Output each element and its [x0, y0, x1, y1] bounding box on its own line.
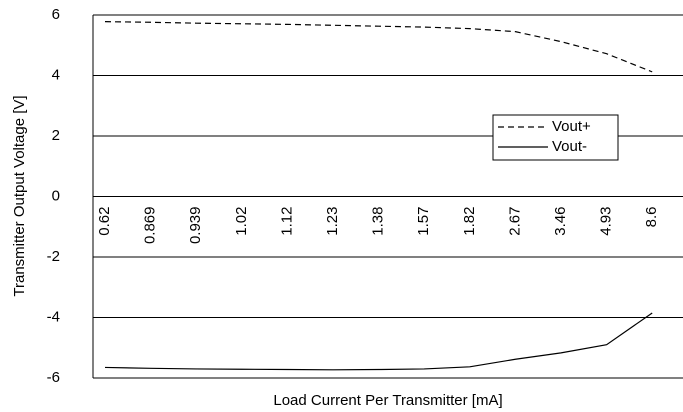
x-tick-label: 0.939 [187, 207, 204, 245]
x-tick-label: 1.38 [370, 207, 387, 236]
x-tick-label: 4.93 [598, 207, 615, 236]
x-axis-title: Load Current Per Transmitter [mA] [273, 392, 502, 409]
y-tick-label: 6 [52, 6, 60, 23]
x-tick-label: 1.02 [233, 206, 250, 235]
y-tick-label: 0 [52, 187, 60, 204]
x-tick-label: 0.62 [96, 207, 113, 236]
x-tick-label: 2.67 [506, 207, 523, 236]
y-tick-label: 4 [52, 66, 60, 83]
data-line [104, 21, 653, 73]
legend-box [492, 114, 619, 161]
x-tick-label: 8.6 [643, 207, 660, 228]
y-tick-label: -6 [47, 369, 60, 386]
legend-label: Vout- [552, 138, 587, 155]
data-line [104, 312, 653, 371]
y-tick-label: 2 [52, 127, 60, 144]
x-tick-label: 1.12 [278, 207, 295, 236]
y-tick-label: -4 [47, 308, 60, 325]
y-axis-title: Transmitter Output Voltage [V] [11, 95, 28, 296]
x-tick-label: 1.23 [324, 207, 341, 236]
x-tick-label: 1.82 [461, 207, 478, 236]
x-tick-label: 1.57 [415, 207, 432, 236]
x-tick-label: 3.46 [552, 207, 569, 236]
x-tick-label: 0.869 [142, 207, 159, 245]
y-tick-label: -2 [47, 248, 60, 265]
legend-label: Vout+ [552, 118, 591, 135]
